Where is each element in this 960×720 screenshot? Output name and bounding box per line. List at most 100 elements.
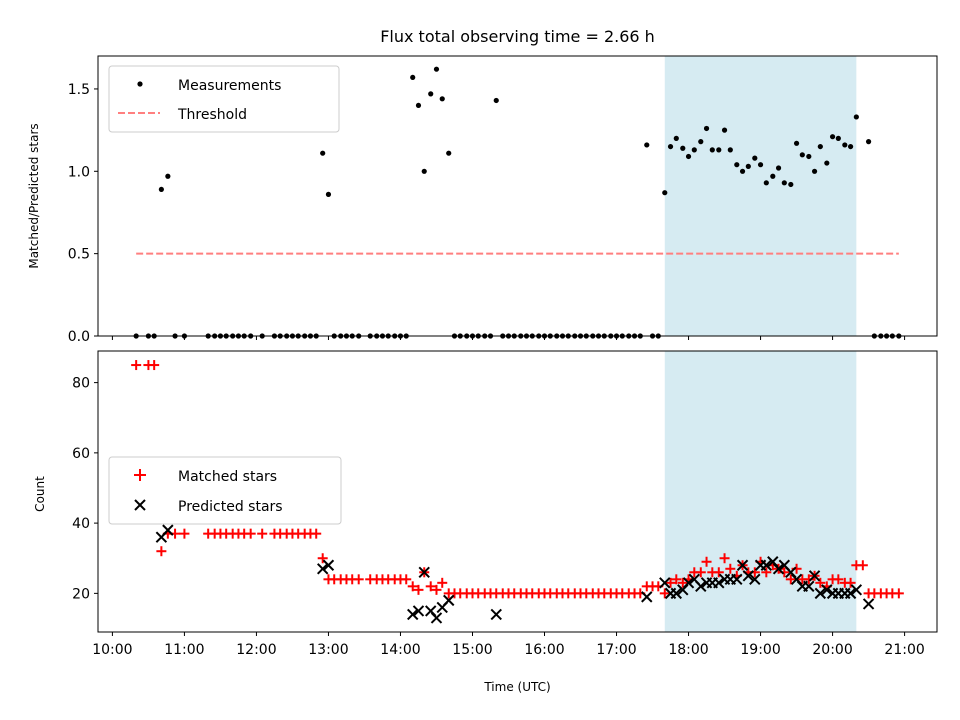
predicted-star-point — [713, 577, 725, 589]
measurement-point — [433, 66, 440, 72]
predicted-star-point — [659, 577, 671, 589]
legend-measurements-label: Measurements — [178, 78, 281, 94]
top-axes-frame — [97, 55, 938, 337]
measurement-point — [757, 162, 764, 168]
predicted-star-point — [749, 573, 761, 586]
predicted-star-point — [862, 598, 875, 610]
predicted-star-point — [670, 587, 683, 600]
bottom-xlabel: Time (UTC) — [483, 680, 550, 694]
y-tick-label: 40 — [72, 516, 90, 532]
bottom-legend: Matched stars Predicted stars — [108, 456, 342, 525]
measurement-point — [752, 155, 758, 161]
top-x-ticks — [111, 336, 906, 340]
predicted-star-point — [412, 605, 425, 617]
bottom-legend-frame — [108, 456, 342, 525]
bottom-band — [664, 351, 857, 632]
matched-star-point — [353, 574, 364, 585]
matched-star-point — [845, 577, 856, 588]
predicted-star-point — [641, 591, 653, 603]
predicted-star-point — [731, 573, 743, 586]
matched-star-point — [833, 574, 844, 585]
matched-star-point — [149, 360, 160, 371]
x-tick-label: 12:00 — [236, 642, 276, 658]
predicted-star-point — [418, 566, 430, 578]
measurement-point — [644, 142, 650, 148]
measurement-point — [421, 168, 427, 174]
predicted-star-point — [844, 587, 857, 600]
measurement-point — [410, 74, 416, 81]
legend-predicted-label: Predicted stars — [178, 499, 283, 515]
measurement-point — [415, 102, 422, 109]
measurement-point — [673, 135, 679, 141]
top-ylabel: Matched/Predicted stars — [27, 123, 41, 268]
y-tick-label: 1.0 — [68, 164, 90, 180]
x-tick-label: 14:00 — [380, 642, 420, 658]
matched-star-point — [156, 546, 167, 557]
matched-star-point — [701, 556, 712, 567]
matched-star-point — [179, 528, 190, 539]
matched-star-point — [425, 581, 436, 592]
measurement-point — [739, 168, 746, 174]
measurement-point — [847, 143, 854, 150]
measurement-point — [325, 191, 332, 197]
predicted-star-point — [162, 524, 174, 536]
measurement-point — [662, 190, 668, 196]
matched-star-point — [665, 577, 676, 588]
measurement-point — [165, 173, 171, 179]
measurement-point — [763, 180, 769, 186]
predicted-star-point — [808, 570, 821, 582]
measurement-point — [439, 96, 445, 102]
matched-star-point — [713, 567, 724, 578]
measurement-point — [446, 150, 452, 156]
top-legend: Measurements Threshold — [108, 65, 340, 133]
measurement-point — [493, 97, 499, 104]
measurement-point — [824, 160, 830, 166]
predicted-star-point — [814, 587, 827, 600]
predicted-star-point — [760, 559, 773, 571]
predicted-star-point — [407, 608, 419, 621]
matched-star-point — [659, 588, 670, 599]
measurement-point — [698, 139, 704, 145]
matched-star-point — [245, 528, 256, 539]
predicted-star-point — [695, 580, 707, 593]
legend-threshold-label: Threshold — [177, 107, 247, 123]
matched-star-point — [857, 560, 868, 571]
matched-star-point — [311, 528, 322, 539]
legend-predicted-marker — [134, 499, 146, 511]
matched-star-point — [131, 360, 142, 371]
x-tick-label: 11:00 — [164, 642, 204, 658]
matched-star-point — [317, 553, 328, 564]
matched-star-point — [257, 528, 268, 539]
matched-star-point — [437, 577, 448, 588]
matched-star-point — [677, 577, 688, 588]
matched-star-point — [401, 574, 412, 585]
measurement-point — [734, 162, 740, 168]
x-tick-label: 15:00 — [452, 642, 492, 658]
legend-matched-marker — [134, 469, 146, 481]
bottom-axes-frame — [97, 350, 938, 633]
top-axes: 0.0 0.5 1.0 1.5 Flux total observing time =… — [27, 27, 938, 345]
measurement-point — [158, 186, 164, 193]
matched-star-point — [761, 567, 772, 578]
top-band — [664, 56, 857, 336]
legend-measurements-marker — [137, 81, 143, 87]
measurement-point — [709, 147, 715, 153]
matched-star-point — [785, 574, 796, 585]
y-tick-label: 1.5 — [68, 82, 90, 98]
predicted-star-point — [742, 570, 755, 582]
matched-star-point — [815, 577, 826, 588]
x-tick-label: 19:00 — [740, 642, 780, 658]
measurement-point — [775, 165, 782, 171]
measurement-point — [770, 173, 776, 179]
matched-star-point — [893, 588, 904, 599]
measurement-point — [703, 125, 710, 132]
measurement-point — [320, 150, 326, 156]
predicted-star-point — [443, 594, 455, 607]
predicted-star-point — [803, 580, 815, 593]
matched-star-point — [413, 584, 424, 595]
matched-star-point — [671, 574, 682, 585]
matched-star-point — [695, 567, 706, 578]
predicted-star-point — [322, 559, 335, 571]
